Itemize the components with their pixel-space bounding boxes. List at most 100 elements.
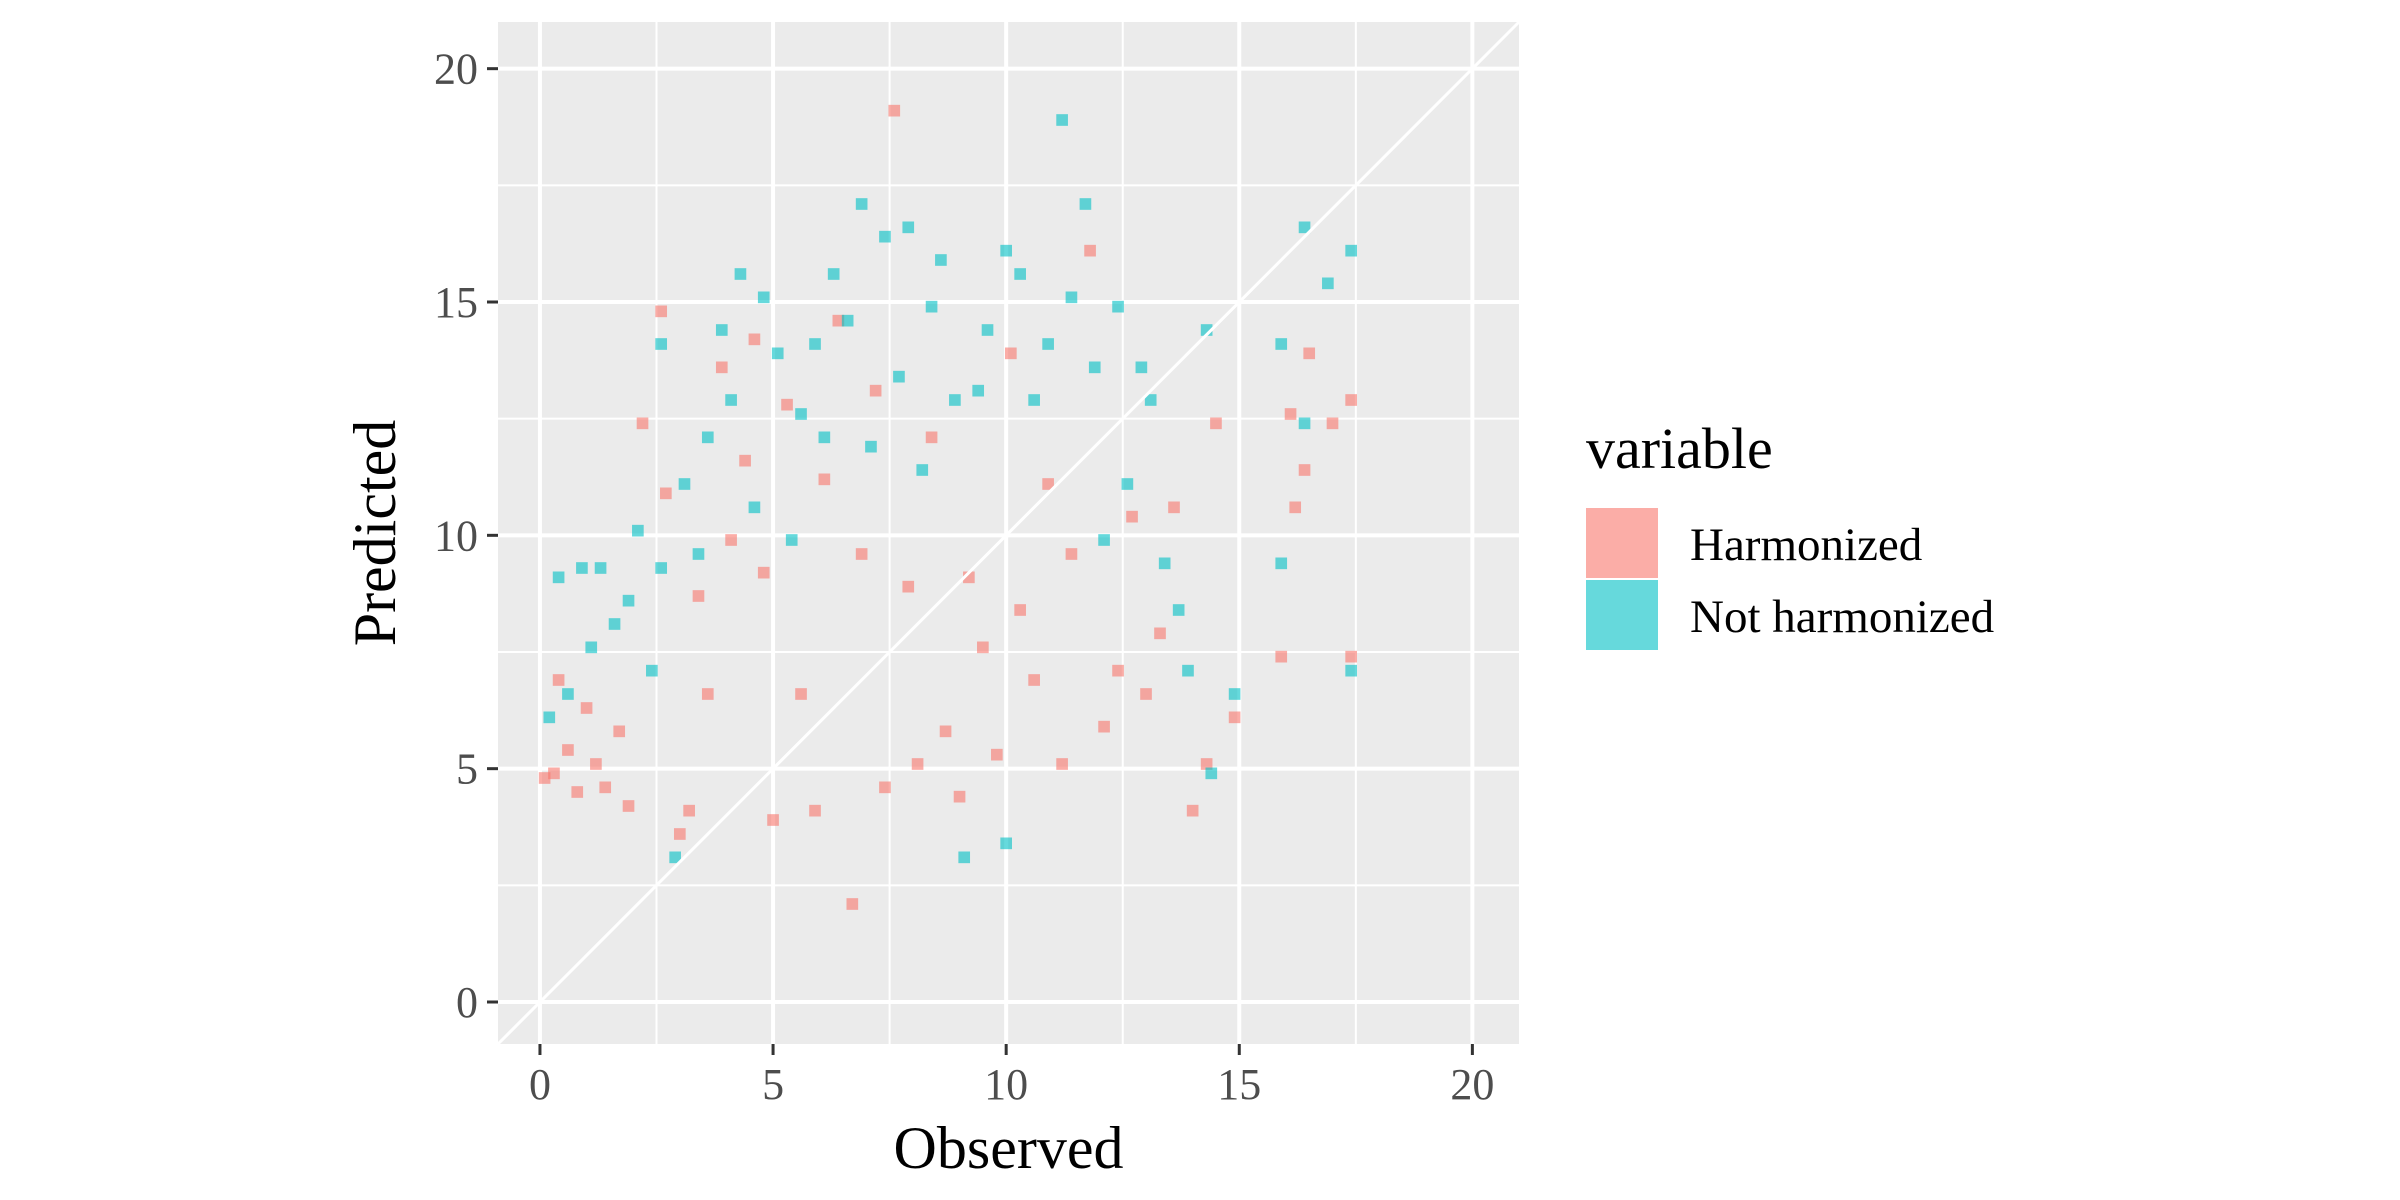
data-bin [757, 291, 770, 304]
data-bin [1345, 394, 1357, 406]
data-bin [1345, 664, 1357, 677]
data-bin [935, 254, 947, 266]
data-bin [972, 384, 985, 397]
axis-ticks [487, 67, 1474, 1055]
data-bin [781, 398, 793, 411]
data-bin [981, 324, 994, 336]
data-bin [636, 417, 649, 430]
data-bin [1275, 557, 1288, 570]
data-bin [715, 324, 728, 336]
data-bin [1228, 711, 1241, 724]
data-bin [855, 548, 868, 560]
data-bin [1275, 650, 1288, 663]
data-bin [1144, 394, 1157, 406]
y-axis-title: Predicted [342, 420, 408, 647]
data-bin [1205, 767, 1218, 780]
data-bin [809, 804, 821, 817]
data-bins [538, 104, 1357, 910]
data-bin [1186, 804, 1199, 817]
data-bin [1168, 501, 1180, 514]
data-bin [767, 814, 779, 826]
axis-tick-labels: 0 5 10 15 20 0 5 10 15 20 [434, 45, 1494, 1109]
data-bin [818, 473, 831, 486]
data-bin [911, 758, 924, 770]
data-bin [902, 221, 915, 234]
data-bin [795, 688, 807, 700]
data-bin [1289, 501, 1302, 514]
data-bin [1140, 688, 1152, 700]
data-bin [841, 314, 854, 327]
data-bin [622, 800, 635, 812]
data-bin [925, 431, 938, 444]
data-bin [953, 790, 966, 803]
data-bin [599, 781, 612, 794]
minor-gridlines [498, 22, 1519, 1044]
y-tick-label: 20 [434, 45, 478, 94]
y-tick-label: 0 [456, 978, 478, 1027]
data-bin [678, 478, 691, 490]
data-bin [725, 394, 737, 406]
data-bin [622, 594, 635, 607]
data-bin [580, 702, 593, 714]
data-bin [757, 566, 770, 579]
data-bin [1079, 198, 1092, 210]
legend-key-not-harmonized [1586, 580, 1658, 650]
data-bin [669, 851, 681, 864]
data-bin [739, 454, 751, 467]
data-bin [594, 562, 607, 574]
data-bin [809, 338, 821, 350]
data-bin [715, 361, 728, 374]
data-bin [538, 772, 551, 784]
data-bin [1065, 291, 1078, 304]
data-bin [855, 198, 868, 210]
data-bin [692, 590, 705, 602]
data-bin [1326, 417, 1339, 430]
x-tick-label: 15 [1217, 1060, 1261, 1109]
data-bin [1056, 758, 1068, 770]
data-bin [818, 431, 831, 444]
data-bin [608, 618, 621, 630]
data-bin [1005, 347, 1017, 360]
data-bin [991, 748, 1003, 761]
data-bin [655, 338, 668, 350]
data-bin [576, 562, 588, 574]
data-bin [1172, 604, 1185, 616]
identity-reference-line [496, 20, 1521, 1046]
legend-label-harmonized: Harmonized [1690, 519, 1922, 571]
legend: variable Harmonized Not harmonized [1586, 416, 1994, 650]
data-bin [571, 786, 584, 798]
data-bin [660, 487, 672, 500]
legend-key-harmonized [1586, 508, 1658, 578]
y-tick-label: 15 [434, 278, 478, 327]
data-bin [655, 305, 668, 318]
data-bin [692, 548, 705, 560]
data-bin [939, 725, 952, 738]
data-bin [701, 688, 714, 700]
x-tick-label: 5 [762, 1060, 784, 1109]
data-bin [1298, 221, 1311, 234]
data-bin [1028, 394, 1040, 406]
data-bin [1028, 674, 1040, 686]
data-bin [869, 384, 882, 397]
data-bin [748, 333, 761, 346]
data-bin [585, 641, 598, 654]
data-bin [1182, 664, 1194, 677]
data-bin [734, 268, 747, 280]
data-bin [673, 828, 686, 840]
data-bin [1210, 417, 1222, 430]
data-bin [1322, 277, 1334, 290]
data-bin [1298, 464, 1311, 476]
data-bin [548, 767, 560, 780]
data-bin [1126, 510, 1138, 523]
data-bin [1284, 408, 1297, 420]
y-tick-label: 5 [456, 745, 478, 794]
data-bin [748, 501, 761, 514]
data-bin [1014, 604, 1026, 616]
data-bin [552, 674, 565, 686]
legend-title: variable [1586, 416, 1773, 481]
data-bin [771, 347, 784, 360]
data-bin [977, 641, 989, 654]
data-bin [902, 580, 915, 593]
data-bin [846, 898, 859, 910]
